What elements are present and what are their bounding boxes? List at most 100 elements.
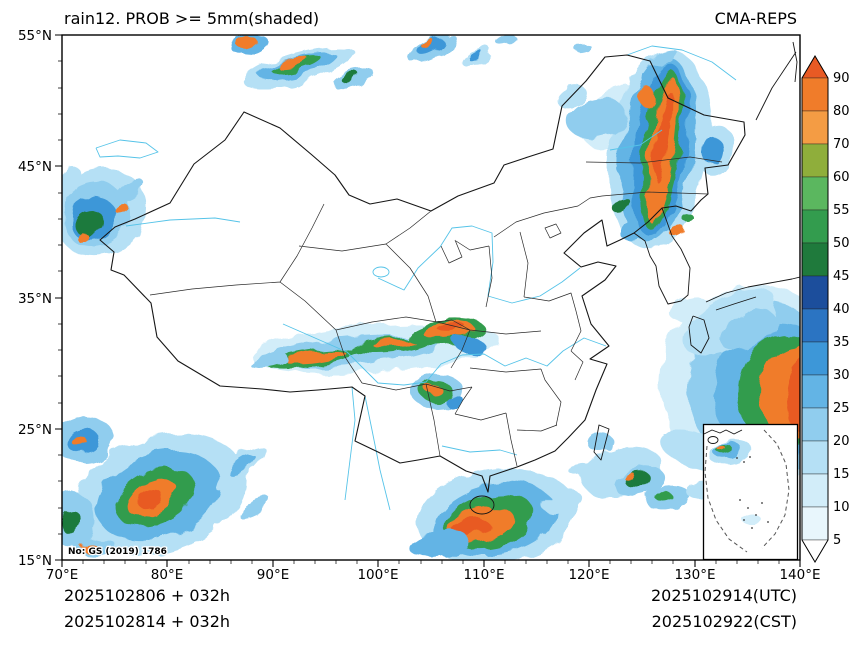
prob-shade-blob [116,179,144,201]
prob-shade-blob [670,298,710,322]
province-boundaries [149,156,723,467]
prob-shade-blob [682,288,778,356]
prob-shade-blob [715,443,723,449]
colorbar-labels: 90 80 70 60 55 50 45 40 35 30 25 20 15 1… [833,71,850,548]
prob-shade-blob [624,473,636,481]
prob-shade-blob [410,532,470,558]
inset-islands [736,456,769,529]
prob-shade-blob [654,90,672,182]
colorbar-segment [801,209,829,244]
x-tick-label: 140°E [779,567,820,583]
qinghai-lake [372,266,390,278]
prob-shade-blob [784,359,800,433]
plot-title: rain12. PROB >= 5mm(shaded) [64,9,319,28]
x-tick-label: 90°E [257,567,289,583]
prob-shade-blob [373,339,417,349]
colorbar-tick-label: 5 [833,533,841,548]
x-tick-label: 100°E [357,567,398,583]
colorbar-tick-label: 30 [833,368,850,383]
prob-shade-blob [276,56,308,68]
x-axis-labels: 70°E 80°E 90°E 100°E 110°E 120°E 130°E 1… [46,567,821,583]
river-lines [95,45,737,511]
boundaries-layer [99,41,800,515]
map-approval-number: No: GS (2019) 1786 [68,547,167,557]
prob-shade-blob [540,488,580,512]
colorbar-tick-label: 60 [833,170,850,185]
colorbar-tick-label: 35 [833,335,850,350]
prob-shade-blob [652,49,678,67]
x-tick-label: 120°E [568,567,609,583]
colorbar-segment [801,110,829,145]
prob-shade-blob [239,497,271,519]
prob-shade-blob [498,36,518,48]
minor-ticks [58,60,780,564]
prob-shade-blob [73,208,103,236]
colorbar-segment [801,374,829,409]
nine-dash-line-east [761,429,790,549]
prob-shade-blob [438,323,466,333]
prob-shade-blob [248,353,288,367]
colorbar-tick-label: 70 [833,137,850,152]
x-tick-label: 130°E [674,567,715,583]
korea-japan-coastlines [633,41,800,354]
prob-shade-blob [72,437,88,447]
rivers-layer [95,45,737,511]
prob-shade-blob [82,543,98,553]
colorbar-tick-label: 45 [833,269,850,284]
prob-shade-blob [342,74,362,84]
y-axis-labels: 55°N 45°N 35°N 25°N 15°N [18,28,52,569]
prob-shade-blob [76,232,88,242]
colorbar-tick-label: 55 [833,203,850,218]
colorbar-arrow-top [801,55,829,79]
colorbar-segment [801,242,829,277]
colorbar-segment [801,440,829,475]
colorbar: 90 80 70 60 55 50 45 40 35 30 25 20 15 1… [801,55,850,563]
prob-shade-blob [138,490,162,508]
init-time-utc: 2025102806 + 032h [64,586,230,605]
valid-time-cst: 2025102922(CST) [652,612,797,631]
colorbar-tick-label: 25 [833,401,850,416]
colorbar-segment [801,341,829,376]
colorbar-segment [801,77,829,112]
x-tick-label: 80°E [151,567,183,583]
init-time-cst: 2025102814 + 032h [64,612,230,631]
prob-shade-blob [720,310,776,350]
nine-dash-line-west [704,445,748,553]
colorbar-segment [801,176,829,211]
colorbar-tick-label: 10 [833,500,850,515]
major-ticks [55,34,801,567]
colorbar-tick-label: 15 [833,467,850,482]
y-tick-label: 15°N [18,553,52,569]
prob-shade-blob [566,97,626,139]
prob-shade-blob [682,214,694,222]
inset-coastline [703,429,743,435]
south-china-sea-inset [702,423,799,561]
colorbar-segment [801,308,829,343]
colorbar-tick-label: 90 [833,71,850,86]
y-tick-label: 25°N [18,422,52,438]
hainan-island [469,495,495,515]
inset-hainan [707,436,719,444]
prob-shade-blob [454,519,490,539]
taiwan-island [593,424,610,461]
colorbar-tick-label: 40 [833,302,850,317]
prob-shade-blob [655,492,673,502]
prob-shade-blob [113,202,127,212]
prob-shade-blob [238,38,258,50]
x-tick-label: 70°E [46,567,78,583]
prob-shade-blob [469,52,485,62]
colorbar-segment [801,506,829,541]
prob-shade-blob [612,198,632,214]
prob-shade-blob [587,432,613,452]
prob-shade-blob [285,349,345,363]
prob-shade-blob [577,46,593,54]
prob-shade-blob [229,455,257,477]
colorbar-segment [801,407,829,442]
colorbar-arrow-bottom [801,539,829,563]
prob-shade-blob [62,164,82,196]
y-tick-label: 35°N [18,291,52,307]
y-tick-label: 55°N [18,28,52,44]
prob-shade-blob [62,509,81,535]
colorbar-segment [801,143,829,178]
